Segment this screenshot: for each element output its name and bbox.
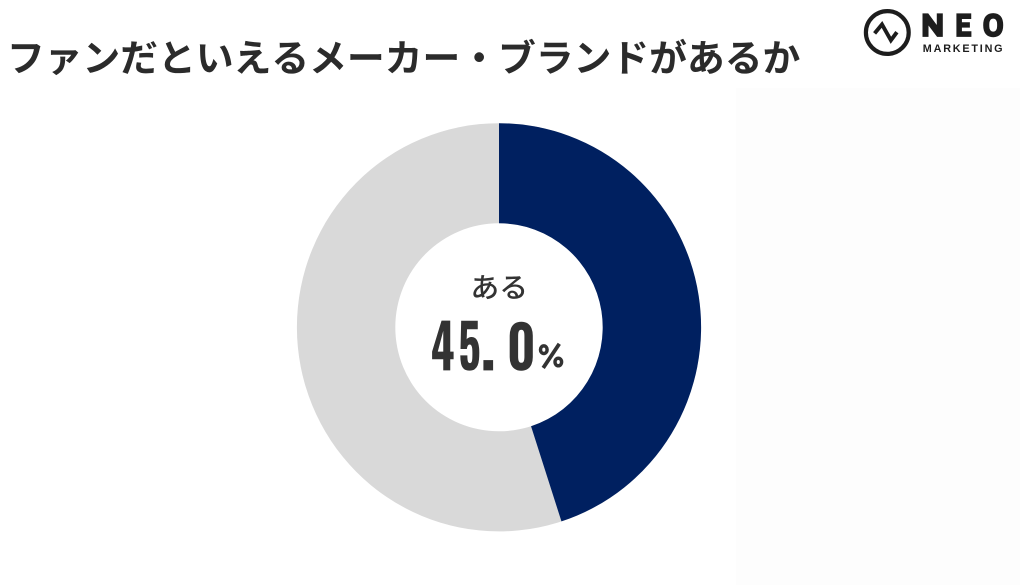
svg-text:MARKETING: MARKETING [923,43,1005,55]
